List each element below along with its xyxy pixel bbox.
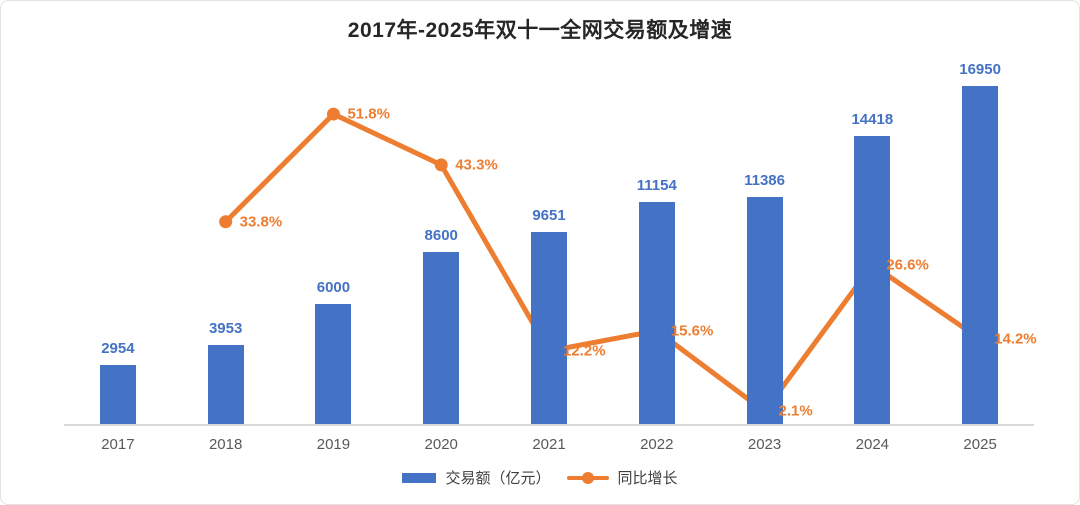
bar-2022 (638, 201, 675, 424)
bar-2018 (207, 345, 244, 424)
bar-2025 (962, 85, 999, 424)
x-axis-tick-2017: 2017 (101, 436, 135, 453)
bar-value-label-2023: 11386 (744, 171, 785, 189)
x-axis-line (64, 424, 1034, 426)
bar-2017 (99, 365, 136, 424)
chart-legend: 交易额（亿元） 同比增长 (1, 467, 1079, 488)
growth-label-2020: 43.3% (455, 156, 498, 174)
bar-value-label-2017: 2954 (101, 340, 135, 358)
bar-2019 (315, 304, 352, 424)
bar-2021 (531, 231, 567, 424)
bar-value-label-2022: 11154 (636, 176, 677, 194)
growth-point-marker (434, 158, 448, 172)
growth-label-2024: 26.6% (886, 256, 929, 274)
chart-title: 2017年-2025年双十一全网交易额及增速 (347, 19, 733, 42)
growth-label-2025: 14.2% (994, 330, 1037, 348)
bar-2023 (746, 196, 783, 424)
bar-value-label-2025: 16950 (959, 60, 1001, 78)
x-axis-tick-2025: 2025 (963, 436, 997, 453)
x-axis-tick-2020: 2020 (424, 436, 458, 453)
bar-2020 (423, 252, 460, 424)
x-axis-tick-2019: 2019 (316, 436, 351, 453)
bar-value-label-2018: 3953 (208, 320, 243, 338)
growth-label-2019: 51.8% (347, 105, 390, 123)
growth-label-2022: 15.6% (670, 322, 714, 340)
growth-point-marker (326, 107, 340, 121)
x-axis-tick-2018: 2018 (208, 436, 243, 453)
bar-value-label-2020: 8600 (424, 227, 458, 245)
growth-label-2023: 2.1% (778, 402, 813, 420)
bar-2024 (854, 136, 891, 424)
bar-value-label-2019: 6000 (316, 279, 351, 297)
x-axis-tick-2022: 2022 (640, 436, 674, 453)
growth-label-2018: 33.8% (239, 213, 283, 231)
growth-label-2021: 12.2% (563, 342, 606, 360)
line-series-dot-icon (581, 471, 594, 484)
x-axis-tick-2021: 2021 (532, 436, 566, 453)
legend-label-bar-series: 交易额（亿元） (445, 470, 551, 487)
bar-value-label-2021: 9651 (532, 206, 566, 224)
line-series-swatch-icon (566, 471, 609, 484)
legend-item-line-series: 同比增长 (566, 467, 678, 488)
legend-item-bar-series: 交易额（亿元） (402, 467, 551, 488)
x-axis-tick-2023: 2023 (747, 436, 782, 453)
growth-point-marker (219, 215, 233, 229)
bar-value-label-2024: 14418 (851, 111, 894, 129)
legend-label-line-series: 同比增长 (617, 470, 678, 487)
bar-series-swatch-icon (402, 472, 437, 483)
x-axis-tick-2024: 2024 (855, 436, 890, 453)
